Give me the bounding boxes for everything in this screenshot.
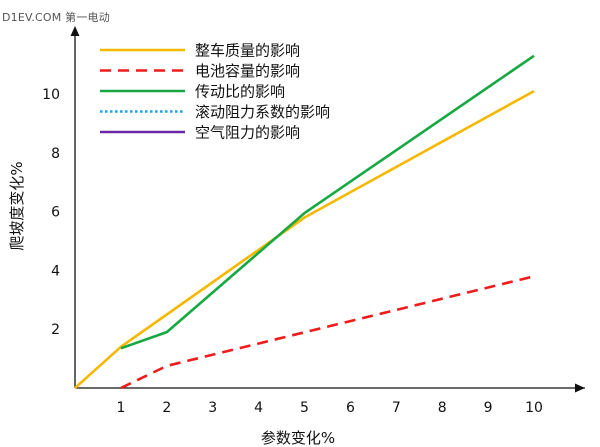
series-line-3 [120, 54, 535, 350]
x-axis-label: 参数变化% [261, 429, 335, 447]
legend-label-4: 滚动阻力系数的影响 [195, 103, 330, 121]
x-tick-label: 7 [392, 400, 401, 416]
x-tick-label: 4 [254, 400, 263, 416]
y-axis-ticks: 2 4 6 8 10 [42, 87, 60, 338]
x-tick-label: 5 [300, 400, 309, 416]
legend-label-5: 空气阻力的影响 [195, 124, 300, 142]
watermark: D1EV.COM 第一电动 [2, 11, 110, 24]
x-tick-label: 10 [525, 400, 543, 416]
x-axis-arrow [575, 383, 585, 393]
y-tick-label: 8 [51, 146, 60, 162]
x-tick-label: 8 [438, 400, 447, 416]
chart-axes [70, 26, 585, 393]
y-tick-label: 10 [42, 87, 60, 103]
legend-label-2: 电池容量的影响 [195, 62, 300, 80]
x-tick-label: 9 [484, 400, 493, 416]
series-lines [74, 54, 535, 390]
x-tick-label: 3 [208, 400, 217, 416]
legend-label-3: 传动比的影响 [195, 83, 285, 101]
series-line-2 [120, 275, 535, 390]
x-tick-label: 2 [162, 400, 171, 416]
legend-label-1: 整车质量的影响 [195, 42, 300, 60]
y-axis-label: 爬坡度变化% [8, 161, 26, 250]
y-tick-label: 4 [51, 263, 60, 279]
x-axis-ticks: 1 2 3 4 5 6 7 8 9 10 [116, 400, 542, 416]
y-tick-label: 6 [51, 205, 60, 221]
x-tick-label: 1 [116, 400, 125, 416]
y-tick-label: 2 [51, 322, 60, 338]
y-axis-arrow [70, 26, 80, 36]
series-line-1 [74, 89, 535, 389]
x-tick-label: 6 [346, 400, 355, 416]
